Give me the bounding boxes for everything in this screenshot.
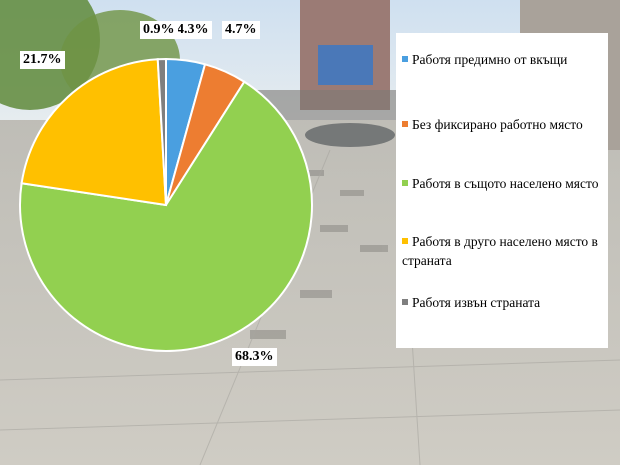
legend-item-abroad: Работя извън страната bbox=[402, 293, 602, 312]
legend-item-no-fixed-place: Без фиксирано работно място bbox=[402, 115, 602, 134]
chart-legend: Работя предимно от вкъщи Без фиксирано р… bbox=[396, 33, 608, 348]
legend-item-other-settlement: Работя в друго населено място в страната bbox=[402, 232, 602, 270]
legend-marker-abroad bbox=[402, 299, 408, 305]
legend-label-home: Работя предимно от вкъщи bbox=[412, 52, 568, 67]
legend-item-home: Работя предимно от вкъщи bbox=[402, 50, 602, 69]
pie-slice-abroad bbox=[156, 57, 167, 206]
legend-marker-same-settlement bbox=[402, 180, 408, 186]
legend-label-same-settlement: Работя в същото населено място bbox=[412, 176, 599, 191]
pie-slice-other-settlement bbox=[20, 58, 168, 207]
data-label-other-settlement: 21.7% bbox=[20, 51, 65, 69]
data-label-no-fixed-place: 4.7% bbox=[222, 21, 260, 39]
legend-marker-home bbox=[402, 56, 408, 62]
data-label-home: 4.3% bbox=[174, 21, 212, 39]
legend-label-no-fixed-place: Без фиксирано работно място bbox=[412, 117, 583, 132]
pie-slice-same-settlement bbox=[19, 80, 313, 352]
data-label-abroad: 0.9% bbox=[140, 21, 178, 39]
legend-item-same-settlement: Работя в същото населено място bbox=[402, 174, 602, 193]
legend-marker-no-fixed-place bbox=[402, 121, 408, 127]
legend-label-abroad: Работя извън страната bbox=[412, 295, 541, 310]
data-label-same-settlement: 68.3% bbox=[232, 348, 277, 366]
legend-marker-other-settlement bbox=[402, 238, 408, 244]
legend-label-other-settlement: Работя в друго населено място в страната bbox=[402, 234, 598, 268]
